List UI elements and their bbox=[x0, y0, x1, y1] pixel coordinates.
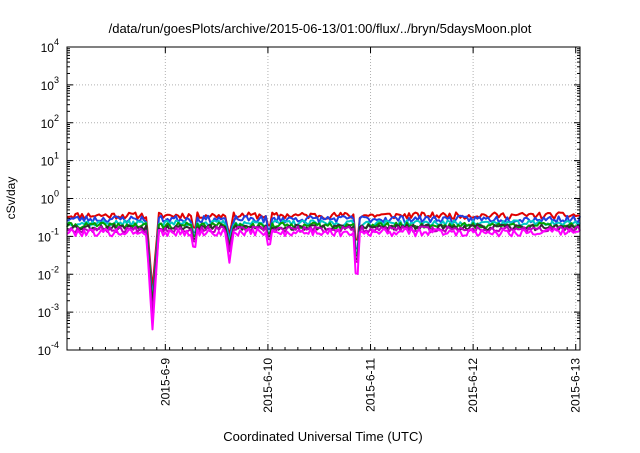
y-tick-label: 104 bbox=[41, 37, 59, 55]
y-tick-label: 10-2 bbox=[38, 264, 59, 282]
x-tick-label: 2015-6-10 bbox=[261, 358, 275, 413]
data-series-line bbox=[67, 226, 580, 315]
data-series-line bbox=[67, 225, 580, 310]
chart-title: /data/run/goesPlots/archive/2015-06-13/0… bbox=[109, 21, 532, 36]
y-tick-label: 100 bbox=[41, 189, 59, 207]
y-tick-label: 101 bbox=[41, 151, 59, 169]
y-tick-label: 10-1 bbox=[38, 226, 59, 244]
y-tick-label: 10-4 bbox=[38, 340, 59, 358]
y-axis-label: cSv/day bbox=[4, 177, 18, 220]
y-tick-label: 102 bbox=[41, 113, 59, 131]
x-tick-label: 2015-6-9 bbox=[158, 358, 172, 406]
x-axis-label: Coordinated Universal Time (UTC) bbox=[223, 429, 422, 444]
y-tick-label: 103 bbox=[41, 75, 59, 93]
data-series-line bbox=[67, 229, 580, 330]
x-tick-label: 2015-6-12 bbox=[466, 358, 480, 413]
data-series-line bbox=[67, 223, 580, 306]
y-tick-label: 10-3 bbox=[38, 302, 59, 320]
grid-lines bbox=[67, 47, 580, 350]
x-tick-label: 2015-6-11 bbox=[364, 358, 378, 412]
data-series-group bbox=[67, 212, 580, 329]
plot-frame bbox=[67, 47, 580, 350]
x-tick-label: 2015-6-13 bbox=[569, 358, 583, 413]
